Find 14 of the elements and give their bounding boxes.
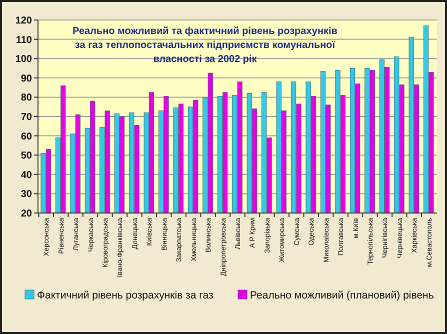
- y-tick-label: 50: [20, 150, 32, 162]
- y-tick-label: 120: [15, 16, 32, 26]
- legend-label: Реально можливий (плановий) рівень: [250, 290, 434, 302]
- y-tick-label: 20: [20, 208, 32, 220]
- legend-label: Фактичний рівень розрахунків за газ: [37, 290, 214, 302]
- y-tick-label: 110: [16, 34, 32, 46]
- y-tick-label: 70: [20, 112, 32, 123]
- y-tick-label: 30: [20, 189, 32, 200]
- y-tick-label: 40: [20, 170, 32, 181]
- y-tick-label: 80: [20, 92, 32, 104]
- y-tick-label: 90: [20, 73, 32, 84]
- y-tick-label: 60: [20, 131, 32, 142]
- text: Реально можливий та фактичний рівень розрахунків за газ теплопостачальних підприємств комунальної власності за 2002 рік: [72, 26, 338, 65]
- y-tick-label: 100: [15, 54, 32, 66]
